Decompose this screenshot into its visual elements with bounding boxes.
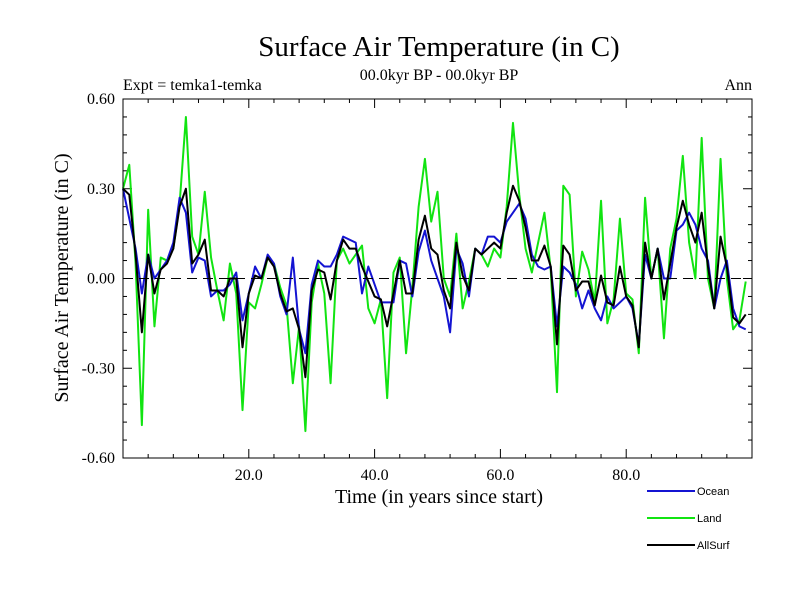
y-tick-label: -0.60 (82, 450, 115, 467)
chart-title: Surface Air Temperature (in C) (258, 31, 619, 63)
period-label: Ann (724, 77, 752, 94)
chart-subtitle: 00.0kyr BP - 00.0kyr BP (360, 67, 519, 84)
experiment-label: Expt = temka1-temka (123, 77, 262, 94)
x-tick-label: 80.0 (612, 467, 640, 484)
y-tick-label: 0.30 (87, 181, 115, 198)
x-tick-label: 40.0 (361, 467, 389, 484)
legend: Ocean Land AllSurf (647, 486, 730, 552)
series-layer (122, 115, 747, 433)
y-tick-label: 0.00 (87, 271, 115, 288)
series-line-allsurf (122, 184, 747, 379)
legend-label-land: Land (697, 513, 721, 525)
y-tick-label: -0.30 (82, 360, 115, 377)
legend-label-ocean: Ocean (697, 486, 729, 498)
axis-ticks (123, 98, 752, 459)
legend-label-allsurf: AllSurf (697, 540, 730, 552)
x-tick-label: 60.0 (486, 467, 514, 484)
x-axis-label: Time (in years since start) (335, 486, 543, 508)
y-tick-label: 0.60 (87, 91, 115, 108)
plot-frame (122, 98, 753, 459)
y-axis-label: Surface Air Temperature (in C) (51, 153, 73, 402)
x-tick-labels: 20.0 40.0 60.0 80.0 (235, 467, 640, 484)
series-line-land (122, 115, 747, 433)
y-tick-labels: -0.60 -0.30 0.00 0.30 0.60 (82, 91, 115, 467)
x-tick-label: 20.0 (235, 467, 263, 484)
